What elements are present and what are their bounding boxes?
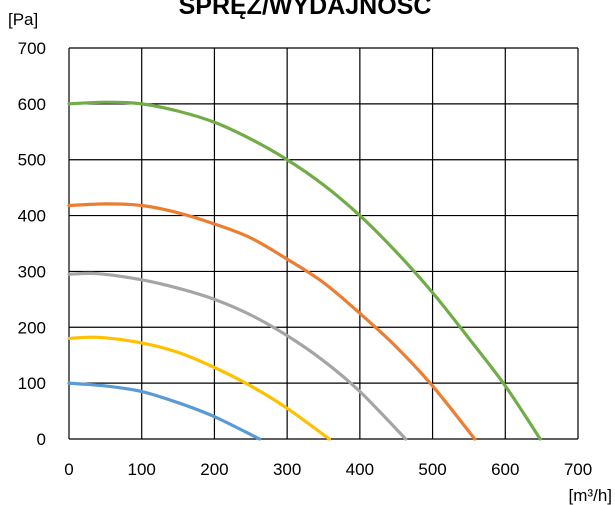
chart-title: SPRĘŻ/WYDAJNOŚĆ	[179, 0, 432, 20]
x-tick-label: 600	[491, 460, 519, 479]
y-tick-label: 100	[18, 374, 46, 393]
tick-labels: 0 100 200 300 400 500 600 700 0 100 200 300 400 500 60…	[18, 39, 593, 479]
series-line-1	[67, 381, 262, 441]
series-group	[67, 100, 542, 441]
x-tick-label: 0	[64, 460, 73, 479]
series-line-5	[67, 100, 542, 441]
grid	[68, 47, 579, 440]
y-axis-unit: [Pa]	[8, 10, 38, 29]
series-line-2	[67, 335, 331, 441]
y-tick-label: 0	[37, 430, 46, 449]
y-tick-label: 200	[18, 318, 46, 337]
series-line-4	[67, 202, 477, 441]
x-axis-unit: [m³/h]	[569, 486, 612, 505]
x-tick-label: 500	[418, 460, 446, 479]
series-line-3	[67, 271, 408, 441]
y-tick-label: 700	[18, 39, 46, 58]
x-tick-label: 700	[564, 460, 592, 479]
y-tick-label: 300	[18, 262, 46, 281]
x-tick-label: 400	[346, 460, 374, 479]
y-tick-label: 500	[18, 151, 46, 170]
y-tick-label: 600	[18, 95, 46, 114]
y-tick-label: 400	[18, 207, 46, 226]
x-tick-label: 100	[128, 460, 156, 479]
x-tick-label: 200	[200, 460, 228, 479]
x-tick-label: 300	[273, 460, 301, 479]
